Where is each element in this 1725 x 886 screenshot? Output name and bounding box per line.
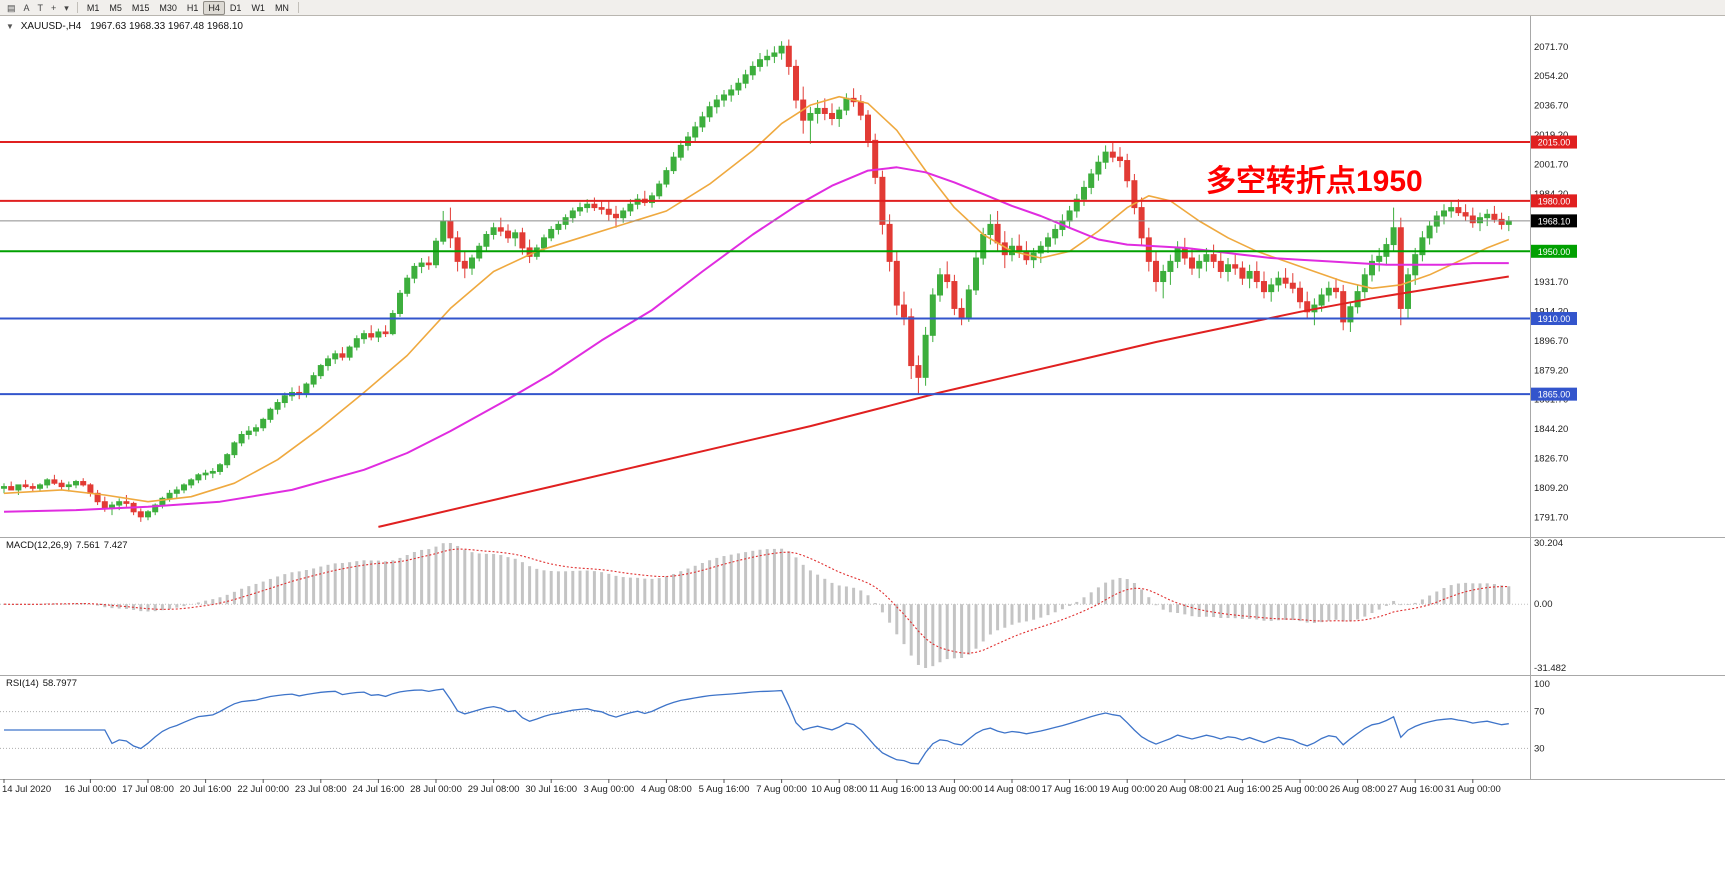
timeframe-button-m5[interactable]: M5 [109, 2, 122, 13]
svg-text:1809.20: 1809.20 [1534, 483, 1568, 494]
chart-ohlc-header: ▼ XAUUSD-,H4 1967.63 1968.33 1967.48 196… [6, 21, 243, 32]
svg-text:13 Aug 00:00: 13 Aug 00:00 [926, 784, 982, 795]
svg-text:-31.482: -31.482 [1534, 663, 1566, 674]
svg-text:26 Aug 08:00: 26 Aug 08:00 [1330, 784, 1386, 795]
price-badges: 2015.00 1980.00 1950.00 1910.00 1865.00 1968.… [1531, 135, 1577, 401]
price-scale[interactable]: 2071.70 2054.20 2036.70 2019.20 2001.70 1984.… [1534, 42, 1568, 524]
svg-text:30 Jul 16:00: 30 Jul 16:00 [525, 784, 577, 795]
toolbar-separator [297, 2, 299, 13]
svg-text:24 Jul 16:00: 24 Jul 16:00 [353, 784, 405, 795]
svg-text:30.204: 30.204 [1534, 538, 1563, 549]
toolbar: ▤ A T + ▾ M1 M5 M15 M30 H1 H4 D1 W1 MN [0, 0, 1725, 16]
macd-name: MACD(12,26,9) [6, 540, 72, 551]
svg-text:17 Aug 16:00: 17 Aug 16:00 [1042, 784, 1098, 795]
svg-text:7 Aug 00:00: 7 Aug 00:00 [756, 784, 807, 795]
auto-scroll-icon[interactable]: A [23, 2, 30, 13]
svg-text:2001.70: 2001.70 [1534, 159, 1568, 170]
svg-text:1844.20: 1844.20 [1534, 424, 1568, 435]
crosshair-icon[interactable]: + [51, 2, 57, 13]
svg-text:2071.70: 2071.70 [1534, 42, 1568, 53]
rsi-panel: 100 70 30 [0, 679, 1550, 765]
svg-text:1826.70: 1826.70 [1534, 454, 1568, 465]
svg-text:14 Aug 08:00: 14 Aug 08:00 [984, 784, 1040, 795]
macd-indicator-label: MACD(12,26,9) 7.561 7.427 [6, 540, 132, 551]
svg-text:1914.20: 1914.20 [1534, 306, 1568, 317]
symbol-period-label: XAUUSD-,H4 [20, 21, 82, 32]
svg-text:11 Aug 16:00: 11 Aug 16:00 [869, 784, 924, 795]
svg-text:1910.00: 1910.00 [1538, 314, 1571, 324]
svg-text:3 Aug 00:00: 3 Aug 00:00 [583, 784, 634, 795]
horizontal-level-lines[interactable] [0, 141, 1530, 396]
svg-text:10 Aug 08:00: 10 Aug 08:00 [811, 784, 867, 795]
timeframe-button-m1[interactable]: M1 [86, 2, 100, 13]
annotation-text[interactable]: 多空转折点1950 [1206, 165, 1423, 198]
svg-text:1980.00: 1980.00 [1538, 196, 1571, 206]
svg-text:29 Jul 08:00: 29 Jul 08:00 [468, 784, 520, 795]
toolbar-icon-group: ▤ A T + ▾ [3, 1, 73, 15]
dropdown-icon[interactable]: ▾ [64, 2, 69, 13]
svg-text:5 Aug 16:00: 5 Aug 16:00 [699, 784, 750, 795]
svg-text:0.00: 0.00 [1534, 599, 1553, 610]
svg-text:14 Jul 2020: 14 Jul 2020 [2, 784, 51, 795]
svg-text:1984.20: 1984.20 [1534, 189, 1568, 200]
toolbar-separator [76, 2, 78, 13]
ohlc-values: 1967.63 1968.33 1967.48 1968.10 [90, 21, 243, 32]
text-tool-icon[interactable]: T [37, 2, 44, 13]
svg-text:25 Aug 00:00: 25 Aug 00:00 [1272, 784, 1328, 795]
timeframe-button-h4[interactable]: H4 [203, 0, 225, 15]
svg-text:20 Jul 16:00: 20 Jul 16:00 [180, 784, 232, 795]
svg-text:2036.70: 2036.70 [1534, 101, 1568, 112]
ma-slow-line [378, 275, 1509, 528]
ma-mid-line [3, 166, 1509, 513]
candles-layer [1, 39, 1512, 522]
rsi-name: RSI(14) [6, 678, 39, 689]
svg-text:17 Jul 08:00: 17 Jul 08:00 [122, 784, 174, 795]
svg-text:4 Aug 08:00: 4 Aug 08:00 [641, 784, 692, 795]
timeframe-button-mn[interactable]: MN [274, 2, 289, 13]
svg-text:2015.00: 2015.00 [1538, 138, 1571, 148]
svg-text:23 Jul 08:00: 23 Jul 08:00 [295, 784, 347, 795]
svg-text:1950.00: 1950.00 [1538, 247, 1571, 257]
timeframe-button-h1[interactable]: H1 [186, 2, 199, 13]
svg-text:28 Jul 00:00: 28 Jul 00:00 [410, 784, 462, 795]
rsi-value: 58.7977 [42, 678, 78, 689]
svg-text:27 Aug 16:00: 27 Aug 16:00 [1387, 784, 1443, 795]
ma-fast-line [3, 95, 1510, 503]
svg-text:31 Aug 00:00: 31 Aug 00:00 [1445, 784, 1501, 795]
svg-text:1879.20: 1879.20 [1534, 365, 1568, 376]
timeframe-button-m15[interactable]: M15 [131, 2, 150, 13]
svg-text:100: 100 [1534, 679, 1550, 690]
svg-text:1931.70: 1931.70 [1534, 277, 1568, 288]
ohlc-collapse-icon[interactable]: ▼ [6, 22, 14, 31]
macd-panel: 30.204 0.00 -31.482 [0, 538, 1566, 674]
rsi-indicator-label: RSI(14) 58.7977 [6, 678, 81, 689]
svg-text:2054.20: 2054.20 [1534, 71, 1568, 82]
svg-text:30: 30 [1534, 743, 1545, 754]
svg-text:22 Jul 00:00: 22 Jul 00:00 [237, 784, 289, 795]
svg-text:19 Aug 00:00: 19 Aug 00:00 [1099, 784, 1155, 795]
svg-text:21 Aug 16:00: 21 Aug 16:00 [1214, 784, 1270, 795]
svg-text:16 Jul 00:00: 16 Jul 00:00 [65, 784, 117, 795]
panel-separators[interactable] [0, 16, 1725, 780]
chart-canvas[interactable]: 2071.70 2054.20 2036.70 2019.20 2001.70 1984.… [0, 16, 1725, 806]
svg-text:1896.70: 1896.70 [1534, 336, 1568, 347]
timeframe-button-m30[interactable]: M30 [159, 2, 177, 13]
chart-grid-icon[interactable]: ▤ [7, 2, 16, 13]
svg-text:20 Aug 08:00: 20 Aug 08:00 [1157, 784, 1213, 795]
timeframe-group: M1 M5 M15 M30 H1 H4 D1 W1 MN [82, 0, 294, 15]
svg-text:2019.20: 2019.20 [1534, 130, 1568, 141]
macd-signal-value: 7.427 [103, 540, 128, 551]
macd-main-value: 7.561 [76, 540, 100, 551]
timeframe-button-d1[interactable]: D1 [229, 2, 242, 13]
svg-text:1791.70: 1791.70 [1534, 512, 1568, 523]
svg-text:1968.10: 1968.10 [1538, 216, 1571, 226]
time-scale[interactable]: 14 Jul 2020 16 Jul 00:00 17 Jul 08:00 20 Ju… [2, 779, 1501, 795]
timeframe-button-w1[interactable]: W1 [251, 2, 265, 13]
svg-text:1865.00: 1865.00 [1538, 390, 1571, 400]
svg-text:70: 70 [1534, 707, 1545, 718]
